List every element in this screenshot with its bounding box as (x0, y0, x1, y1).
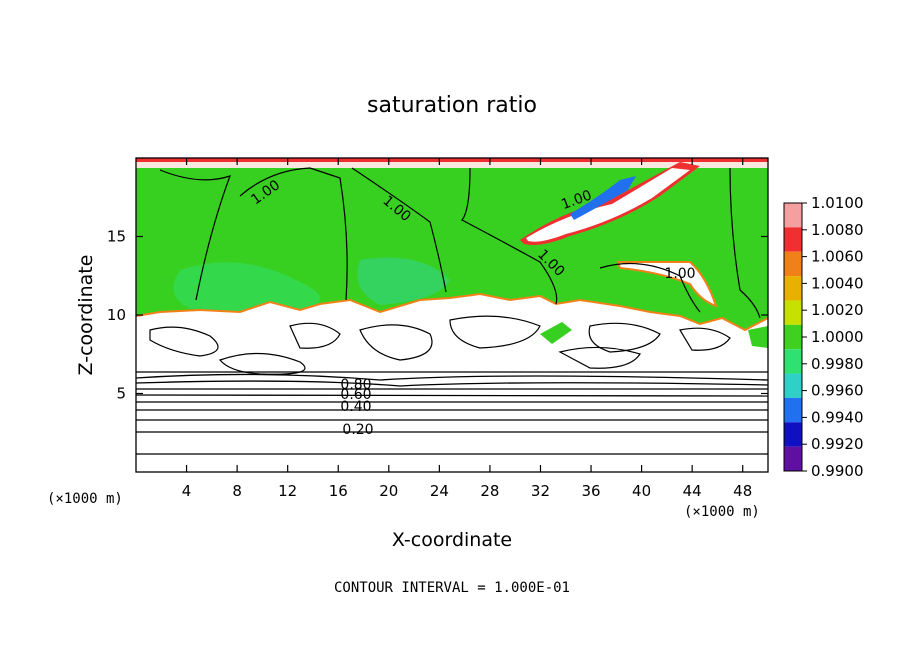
green-patch-cloud (540, 322, 572, 344)
x-tick-label: 40 (632, 482, 651, 500)
colorbar-label: 1.0000 (811, 328, 864, 346)
x-tick-label: 16 (329, 482, 348, 500)
colorbar-swatch (784, 300, 802, 325)
x-tick-label: 12 (278, 482, 297, 500)
colorbar-label: 0.9900 (811, 462, 864, 480)
colorbar-swatch (784, 422, 802, 447)
contour-label: 0.80 (340, 377, 371, 393)
top-rim (136, 158, 768, 162)
colorbar-label: 0.9960 (811, 382, 864, 400)
cloud-rim (135, 292, 769, 332)
teal-patch (173, 262, 320, 312)
teal-patch-2 (357, 257, 450, 305)
x-tick-label: 4 (182, 482, 192, 500)
colorbar-label: 1.0060 (811, 248, 864, 266)
contour-label: 0.20 (342, 422, 373, 438)
cloud-contours (149, 315, 731, 375)
contour-label: 0.40 (340, 399, 371, 415)
x-tick-label: 28 (480, 482, 499, 500)
plot-area (135, 157, 769, 473)
colorbar-swatch (784, 227, 802, 252)
colorbar-label: 1.0040 (811, 274, 864, 292)
x-axis-label: X-coordinate (392, 529, 512, 551)
colorbar-swatch (784, 446, 802, 471)
low-contours (135, 371, 769, 455)
plume-blue (570, 176, 636, 220)
green-patch-right (748, 326, 768, 348)
colorbar-swatch (784, 251, 802, 277)
colorbar-swatch (784, 276, 802, 301)
contour-label: 1.00 (664, 266, 695, 282)
x-tick-label: 8 (232, 482, 242, 500)
colorbar-label: 1.0080 (811, 221, 864, 239)
plume-right (616, 261, 718, 308)
y-tick-label: 15 (107, 228, 126, 246)
colorbar-swatch (784, 397, 802, 423)
upper-contours (159, 167, 761, 319)
colorbar-label: 1.0100 (811, 194, 864, 212)
colorbar-swatch (784, 349, 802, 374)
colorbar: 1.0100 1.0080 1.0060 1.0040 1.0020 1.0000 0.99… (783, 194, 864, 480)
colorbar-label: 1.0020 (811, 301, 864, 319)
colorbar-label: 0.9980 (811, 355, 864, 373)
x-tick-label: 24 (430, 482, 449, 500)
colorbar-label: 0.9920 (811, 435, 864, 453)
x-tick-label: 20 (379, 482, 398, 500)
x-tick-label: 36 (581, 482, 600, 500)
x-tick-label: 48 (733, 482, 752, 500)
contour-label: 0.60 (340, 387, 371, 403)
colorbar-swatch (784, 373, 802, 398)
x-tick-label: 44 (683, 482, 702, 500)
y-axis-label: Z-coordinate (75, 255, 97, 376)
x-unit-label-right: (×1000 m) (684, 504, 760, 520)
contour-interval-note: CONTOUR INTERVAL = 1.000E-01 (334, 580, 570, 596)
colorbar-swatch (784, 203, 802, 228)
x-tick-label: 32 (531, 482, 550, 500)
y-axis-ticks: 5 10 15 (107, 228, 768, 403)
x-unit-label-left: (×1000 m) (47, 491, 123, 507)
top-rim-light (136, 162, 768, 168)
chart-title: saturation ratio (367, 93, 537, 118)
y-tick-label: 5 (116, 385, 126, 403)
plume-inner (526, 168, 690, 242)
colorbar-swatch (784, 324, 802, 350)
colorbar-label: 0.9940 (811, 408, 864, 426)
x-axis-ticks: 4 8 12 16 20 24 28 32 36 40 44 48 (182, 158, 752, 500)
y-tick-label: 10 (107, 306, 126, 324)
